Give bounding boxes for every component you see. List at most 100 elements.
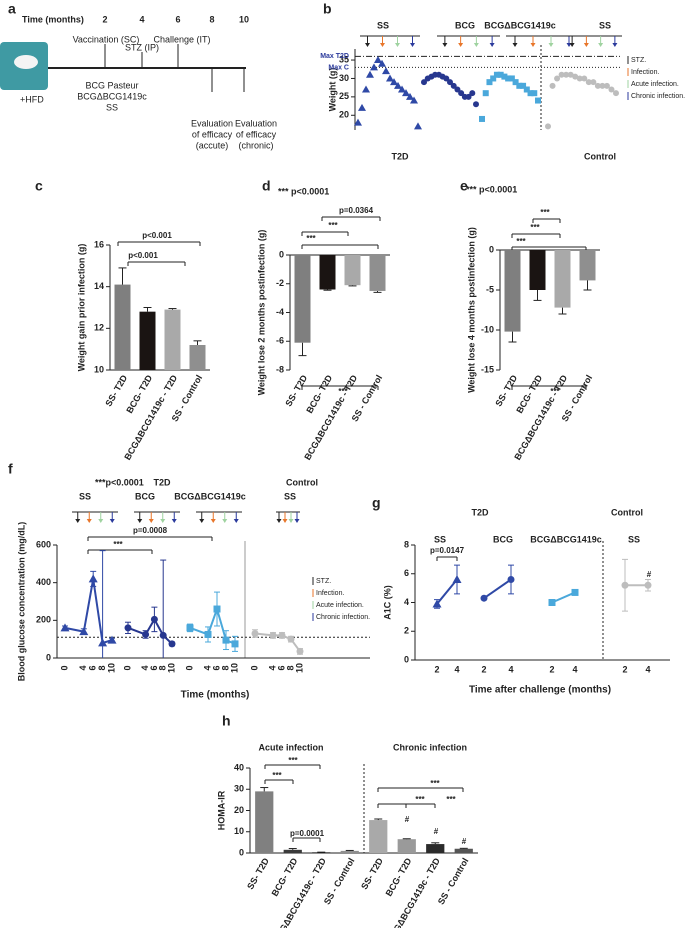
annotation: *** <box>550 387 560 396</box>
y-axis-label: Blood glucose concentration (mg/dL) <box>16 522 26 682</box>
y-tick-label: 0 <box>279 249 284 259</box>
y-tick-label: 20 <box>339 110 349 120</box>
marker <box>531 90 538 97</box>
marker <box>563 71 570 78</box>
marker <box>421 79 427 86</box>
y-tick-label: 40 <box>234 762 244 772</box>
panel-header: ***p<0.0001 <box>95 477 144 487</box>
marker <box>490 75 497 82</box>
x-tick-label: BCG- T2D <box>384 856 414 898</box>
event-arrowhead <box>473 43 479 47</box>
group-label: Control <box>611 507 643 517</box>
y-axis-label: Weight gain prior infection (g) <box>76 244 86 372</box>
marker <box>204 630 212 638</box>
marker <box>558 71 565 78</box>
x-tick-label: 2 <box>434 664 439 674</box>
bar <box>255 791 274 853</box>
marker <box>398 85 406 93</box>
x-tick-label: 4 <box>202 665 212 670</box>
timeline-axis-title: Time (months) <box>22 14 84 24</box>
event-arrowhead <box>86 519 92 523</box>
annotation: p=0.0364 <box>339 206 374 215</box>
bar <box>454 848 473 853</box>
y-tick-label: 30 <box>339 73 349 83</box>
annotation: p=0.0147 <box>430 546 465 555</box>
y-tick-label: 14 <box>94 281 104 291</box>
marker <box>142 630 150 638</box>
annotation: # <box>647 570 652 579</box>
vaccine: BCGΔBCG1419c <box>77 91 147 101</box>
event-arrowhead <box>199 519 205 523</box>
y-tick-label: 2 <box>404 626 409 636</box>
annotation: *** <box>288 756 298 765</box>
marker <box>501 73 508 80</box>
marker <box>621 581 629 589</box>
y-tick-label: -15 <box>481 364 494 374</box>
marker <box>186 624 194 632</box>
y-tick-label: 10 <box>234 826 244 836</box>
marker <box>231 640 239 648</box>
x-tick-label: 10 <box>294 663 304 673</box>
y-tick-label: 6 <box>404 568 409 578</box>
marker <box>507 576 515 583</box>
marker <box>516 82 523 89</box>
x-tick-label: SS- T2D <box>359 856 385 891</box>
ref-label: Max T2D <box>320 53 349 60</box>
marker <box>599 82 606 89</box>
x-tick-label: 8 <box>158 665 168 670</box>
annotation: *** <box>516 237 526 246</box>
x-tick-label: 10 <box>229 663 239 673</box>
series-label: BCG <box>455 20 475 30</box>
marker <box>386 74 394 82</box>
event-arrowhead <box>148 519 154 523</box>
y-tick-label: 0 <box>489 244 494 254</box>
panel-header: *** p<0.0001 <box>466 184 517 194</box>
y-tick-label: 400 <box>36 577 51 587</box>
event: Challenge (IT) <box>153 34 210 44</box>
marker <box>374 56 382 64</box>
marker <box>603 82 610 89</box>
event-arrowhead <box>380 43 385 47</box>
series-label: SS <box>434 534 446 544</box>
marker <box>378 59 386 67</box>
marker <box>535 97 541 104</box>
marker <box>576 75 583 82</box>
bar <box>164 309 181 370</box>
series-label: BCGΔBCG1419c <box>174 491 246 501</box>
y-tick-label: 200 <box>36 615 51 625</box>
bar <box>114 284 131 370</box>
y-axis-label: Weight lose 4 months postinfection (g) <box>466 227 476 393</box>
marker <box>432 599 442 608</box>
event-arrowhead <box>612 43 618 47</box>
legend-label: Infection. <box>316 590 344 597</box>
x-axis-label: Time (months) <box>181 690 250 701</box>
y-axis-label: A1C (%) <box>382 585 392 620</box>
x-tick-label: 4 <box>267 665 277 670</box>
evaluation: (accute) <box>196 140 229 150</box>
marker <box>402 89 410 97</box>
legend-label: Chronic infection. <box>316 614 370 621</box>
x-tick-label: 4 <box>645 664 650 674</box>
marker <box>608 86 615 93</box>
bar <box>283 849 302 853</box>
bar <box>139 311 156 370</box>
y-tick-label: -4 <box>276 307 284 317</box>
marker <box>585 79 592 86</box>
annotation: p<0.001 <box>142 231 172 240</box>
marker <box>527 90 534 97</box>
bar <box>294 255 311 343</box>
y-tick-label: 30 <box>234 784 244 794</box>
panel-label: h <box>222 713 231 729</box>
annotation: *** <box>446 795 456 804</box>
legend-label: Chronic infection. <box>631 93 685 100</box>
panel-label: g <box>372 495 381 511</box>
marker <box>450 82 457 89</box>
y-tick-label: -5 <box>486 284 494 294</box>
annotation: *** <box>328 221 338 230</box>
series-label: SS <box>599 20 611 30</box>
marker <box>520 82 527 89</box>
diet: +HFD <box>20 94 44 104</box>
x-tick-label: 4 <box>508 664 513 674</box>
